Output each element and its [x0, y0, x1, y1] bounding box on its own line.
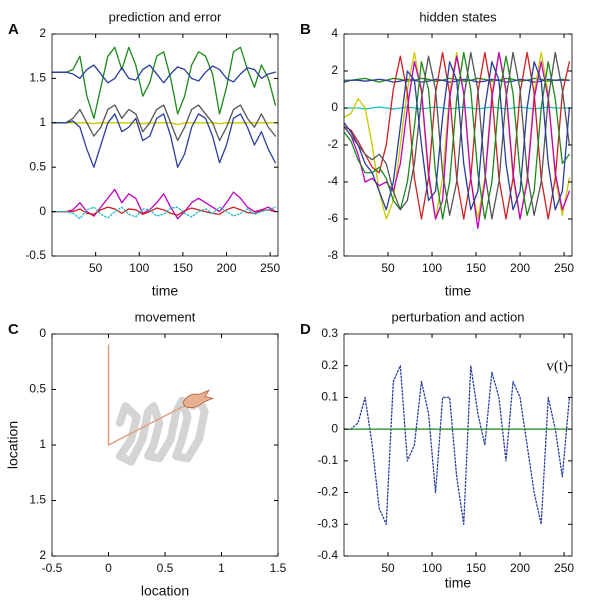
x-tick-label: 100 [422, 261, 442, 275]
x-tick-label: 0.5 [157, 561, 174, 575]
data-line [52, 188, 277, 220]
y-tick-label: -6 [327, 211, 338, 225]
x-tick-label: 50 [381, 561, 395, 575]
y-tick-label: 0 [331, 100, 338, 114]
y-tick-label: -0.1 [317, 453, 338, 467]
data-line [344, 51, 571, 220]
y-tick-label: -4 [327, 174, 338, 188]
data-line [344, 51, 571, 220]
panel-label: C [8, 321, 19, 338]
y-tick-label: 0.2 [321, 358, 338, 372]
x-tick-label: 100 [422, 561, 442, 575]
plot-frame [51, 33, 279, 257]
data-line [344, 61, 571, 211]
panel-label: D [300, 321, 311, 338]
data-line [52, 104, 277, 142]
y-axis-label: location [5, 421, 21, 469]
y-tick-label: 0 [39, 326, 46, 340]
y-tick-label: 2 [39, 26, 46, 40]
x-tick-label: 0 [105, 561, 112, 575]
x-tick-label: -0.5 [42, 561, 63, 575]
data-line [107, 344, 200, 446]
y-tick-label: 2 [39, 548, 46, 562]
y-tick-label: 0 [39, 204, 46, 218]
x-tick-label: 200 [217, 261, 237, 275]
panel-title: movement [135, 309, 196, 324]
panel-title: prediction and error [109, 9, 222, 24]
y-tick-label: -8 [327, 248, 338, 262]
data-line [52, 206, 277, 220]
y-tick-label: 1.5 [29, 71, 46, 85]
x-tick-label: 150 [466, 561, 486, 575]
x-tick-label: 250 [554, 261, 574, 275]
x-axis-label: time [445, 283, 472, 299]
y-tick-label: 1 [39, 115, 46, 129]
x-tick-label: 200 [510, 261, 530, 275]
y-tick-label: 4 [331, 26, 338, 40]
y-tick-label: 1.5 [29, 493, 46, 507]
data-line [344, 365, 571, 525]
y-tick-label: 2 [331, 63, 338, 77]
x-tick-label: 1.5 [270, 561, 287, 575]
panel-title: perturbation and action [392, 309, 525, 324]
y-tick-label: -0.2 [317, 485, 338, 499]
x-axis-label: time [445, 575, 472, 591]
y-tick-label: 0.3 [321, 326, 338, 340]
data-line [52, 46, 277, 120]
x-tick-label: 200 [510, 561, 530, 575]
y-tick-label: 0 [331, 421, 338, 435]
y-tick-label: 0.5 [29, 382, 46, 396]
data-line [52, 64, 277, 84]
y-tick-label: 0.5 [29, 159, 46, 173]
y-tick-label: -2 [327, 137, 338, 151]
data-line [344, 51, 571, 220]
x-tick-label: 250 [260, 261, 280, 275]
data-line [52, 122, 277, 126]
y-tick-label: 0.1 [321, 390, 338, 404]
data-line [344, 106, 571, 110]
y-tick-label: 1 [39, 437, 46, 451]
x-tick-label: 150 [173, 261, 193, 275]
data-line [52, 206, 277, 216]
hand-icon [182, 389, 215, 409]
x-axis-label: time [152, 283, 179, 299]
annotation: v(t) [546, 358, 568, 374]
data-line [52, 113, 277, 168]
panel-label: A [8, 21, 19, 38]
data-line [344, 51, 571, 220]
x-tick-label: 150 [466, 261, 486, 275]
x-tick-label: 50 [89, 261, 103, 275]
x-tick-label: 250 [554, 561, 574, 575]
x-tick-label: 1 [218, 561, 225, 575]
y-tick-label: -0.4 [317, 548, 338, 562]
plot-frame [343, 333, 573, 557]
x-tick-label: 100 [129, 261, 149, 275]
data-line [344, 51, 571, 229]
data-line [115, 394, 209, 466]
x-tick-label: 50 [381, 261, 395, 275]
panel-label: B [300, 21, 311, 38]
panel-title: hidden states [419, 9, 497, 24]
x-axis-label: location [141, 583, 189, 599]
y-tick-label: -0.3 [317, 516, 338, 530]
y-tick-label: -0.5 [25, 248, 46, 262]
